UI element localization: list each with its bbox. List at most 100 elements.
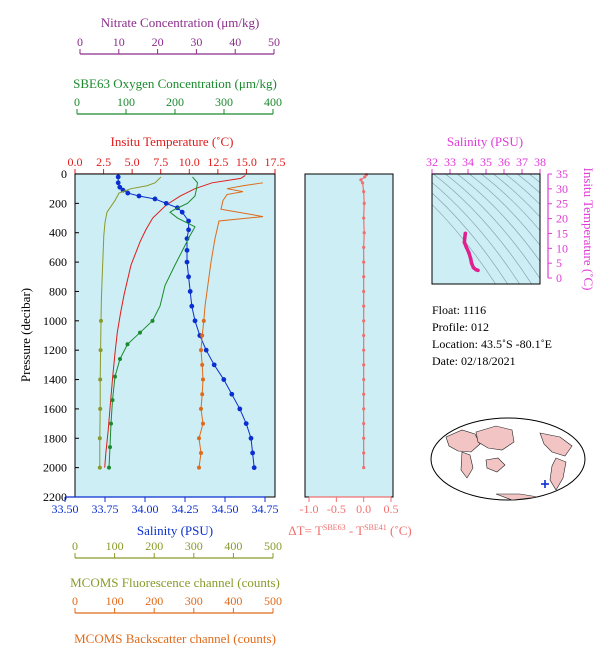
ts-density-contour <box>432 174 533 284</box>
delta-t-axis-title: ΔT= TSBE63 - TSBE41 (˚C) <box>288 523 411 538</box>
series-point-2 <box>138 330 142 335</box>
delta-t-point <box>362 377 366 382</box>
series-point-1 <box>243 421 249 426</box>
float-id: Float: 1116 <box>432 303 486 317</box>
series-point-1 <box>192 318 198 324</box>
temperature-tick-label: 2.5 <box>96 155 111 169</box>
main-plot-series <box>97 174 264 471</box>
location: Location: 43.5˚S -80.1˚E <box>432 337 552 351</box>
salinity-tick-label: 34.00 <box>132 502 159 516</box>
ts-salinity-tick-label: 32 <box>426 155 438 169</box>
ts-diagram-frame <box>431 173 541 285</box>
nitrate-tick-label: 0 <box>77 35 83 49</box>
series-point-4 <box>200 333 205 338</box>
delta-t-point <box>362 421 366 426</box>
pressure-tick-label: 2000 <box>43 461 67 475</box>
ts-temperature-tick-label: 25 <box>556 197 568 211</box>
series-point-1 <box>237 406 243 412</box>
salinity-axis-title: Salinity (PSU) <box>137 523 213 538</box>
ts-profile-point <box>468 256 473 261</box>
series-point-3 <box>97 436 102 441</box>
series-point-4 <box>201 421 205 426</box>
ts-profile-point <box>471 265 476 270</box>
nitrate-tick-label: 20 <box>152 35 164 49</box>
pressure-tick-label: 1600 <box>43 402 67 416</box>
ts-salinity-tick-label: 38 <box>534 155 546 169</box>
delta-t-point <box>362 392 366 396</box>
series-point-1 <box>187 289 193 294</box>
series-point-1 <box>115 174 121 180</box>
series-point-1 <box>184 247 190 253</box>
delta-t-point <box>362 348 366 352</box>
ts-salinity-axis: Salinity (PSU) 32 33 34 35 36 37 38 <box>426 134 546 175</box>
delta-t-point <box>363 175 367 179</box>
ts-salinity-tick-label: 35 <box>480 155 492 169</box>
series-point-1 <box>229 391 235 397</box>
backscatter-tick-label: 400 <box>224 594 242 608</box>
series-point-4 <box>201 318 206 323</box>
series-point-4 <box>197 465 201 470</box>
series-point-3 <box>98 406 103 411</box>
ts-profile-point <box>467 250 471 255</box>
delta-t-series <box>359 173 368 470</box>
salinity-tick-label: 33.75 <box>92 502 119 516</box>
ts-profile-point <box>463 231 468 236</box>
date: Date: 02/18/2021 <box>432 354 516 368</box>
delta-t-point <box>362 275 366 279</box>
series-point-4 <box>199 450 203 455</box>
delta-t-tick-label: 0.0 <box>356 502 371 516</box>
series-point-2 <box>113 374 117 379</box>
delta-t-tick-label: 0.5 <box>384 502 399 516</box>
delta-t-point <box>362 190 366 194</box>
delta-t-point <box>362 231 366 235</box>
ts-density-contour <box>444 174 540 280</box>
fluorescence-tick-label: 0 <box>72 539 78 553</box>
series-point-1 <box>189 303 195 309</box>
series-line-2 <box>108 176 199 468</box>
fluorescence-axis: 0 100 200 300 400 500 MCOMS Fluorescence chan… <box>70 539 282 590</box>
oxygen-axis: SBE63 Oxygen Concentration (μm/kg) 0 100 2… <box>73 76 282 115</box>
delta-t-point <box>362 289 366 294</box>
delta-t-point <box>362 245 366 250</box>
main-plot-panel <box>75 174 275 497</box>
ts-density-contour <box>432 192 509 284</box>
temperature-axis: Insitu Temperature (˚C) 0.0 2.5 5.0 7.5 10.0… <box>68 134 286 175</box>
series-point-1 <box>117 184 123 190</box>
salinity-tick-label: 34.75 <box>252 502 279 516</box>
oxygen-tick-label: 0 <box>74 95 80 109</box>
ts-profile-point <box>464 245 469 249</box>
series-line-0 <box>104 175 246 468</box>
delta-t-plot-panel <box>305 174 393 497</box>
ts-profile-point <box>469 261 474 265</box>
series-point-1 <box>152 196 158 202</box>
ts-salinity-axis-title: Salinity (PSU) <box>447 134 523 149</box>
ts-density-contour <box>480 174 540 232</box>
series-point-3 <box>98 348 103 353</box>
series-point-4 <box>199 406 203 411</box>
series-point-1 <box>186 227 192 233</box>
fluorescence-tick-label: 300 <box>185 539 203 553</box>
pressure-tick-label: 1400 <box>43 373 67 387</box>
delta-t-point <box>360 181 365 185</box>
series-point-1 <box>184 259 190 265</box>
pressure-tick-label: 0 <box>61 167 67 181</box>
pressure-tick-label: 200 <box>49 196 67 210</box>
series-point-2 <box>118 356 122 361</box>
series-point-2 <box>107 465 111 470</box>
salinity-axis: 33.50 33.75 34.00 34.25 34.50 34.75 <box>52 496 279 516</box>
nitrate-tick-label: 10 <box>113 35 125 49</box>
oxygen-axis-title: SBE63 Oxygen Concentration (μm/kg) <box>73 76 277 91</box>
backscatter-axis-title: MCOMS Backscatter channel (counts) <box>74 631 276 646</box>
temperature-tick-label: 15.0 <box>236 155 257 169</box>
pressure-axis: 0 200 400 600 800 1000 1200 1400 1600 1800 2000 220… <box>43 167 79 504</box>
series-point-1 <box>248 435 254 441</box>
delta-t-point <box>362 407 366 411</box>
salinity-tick-label: 34.50 <box>212 502 239 516</box>
ts-density-contour <box>504 174 540 205</box>
backscatter-tick-label: 200 <box>145 594 163 608</box>
series-point-1 <box>221 377 227 382</box>
pressure-tick-label: 1800 <box>43 431 67 445</box>
series-point-2 <box>109 421 113 426</box>
delta-t-axis: -1.0 -0.5 0.0 0.5 <box>300 496 399 516</box>
ts-salinity-tick-label: 34 <box>462 155 474 169</box>
